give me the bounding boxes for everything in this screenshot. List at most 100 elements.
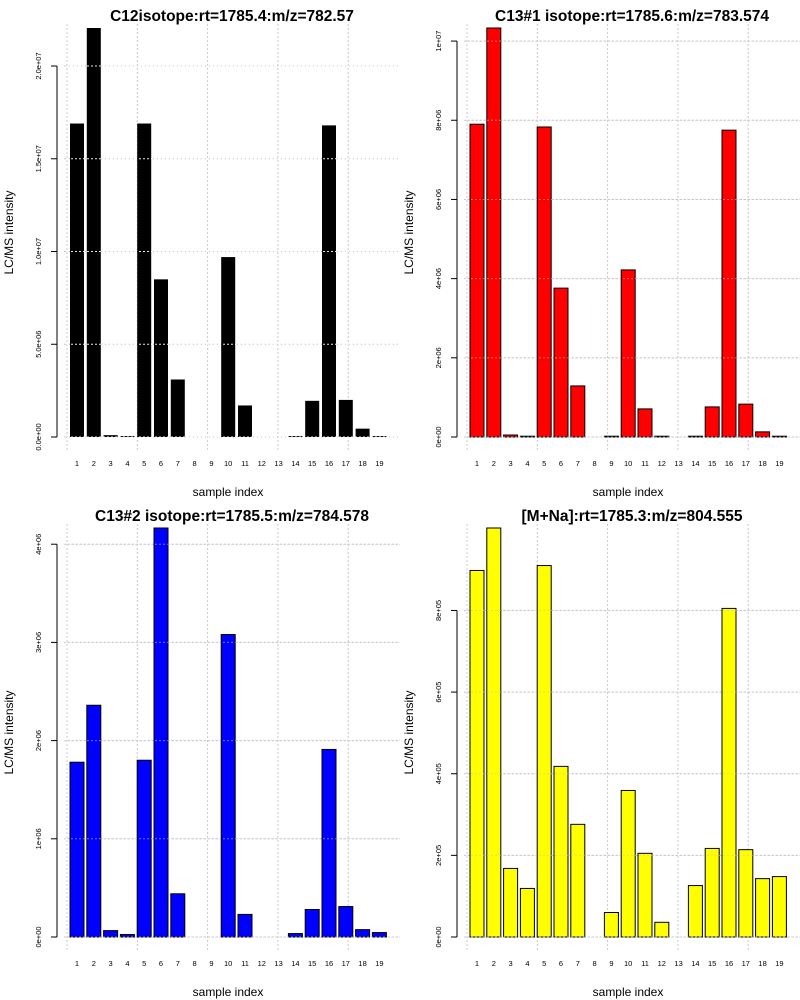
bar-sample-11: [237, 913, 253, 938]
x-tick-label: 14: [291, 959, 299, 968]
x-tick-label: 9: [209, 959, 213, 968]
chart-svg: 0.0e+005.0e+061.0e+071.5e+072.0e+071 2 3 4 5…: [2, 8, 400, 499]
chart-title: [M+Na]:rt=1785.3:m/z=804.555: [522, 508, 743, 525]
bar-sample-1: [469, 123, 485, 438]
x-tick-label: 8: [193, 459, 197, 468]
x-tick-label: 7: [176, 459, 180, 468]
y-tick-label: 0e+00: [434, 926, 443, 947]
y-tick-label: 2e+06: [34, 730, 43, 751]
bar-sample-16: [321, 748, 337, 938]
bar-sample-6: [553, 765, 569, 938]
x-tick-label: 8: [193, 959, 197, 968]
bar-sample-12: [654, 921, 670, 938]
bar-sample-2: [486, 27, 502, 438]
x-tick-label: 19: [775, 459, 783, 468]
y-axis-label: LC/MS intensity: [2, 690, 16, 774]
chart-title: C13#1 isotope:rt=1785.6:m/z=783.574: [495, 8, 769, 25]
x-tick-label: 12: [258, 459, 266, 468]
x-tick-label: 16: [325, 959, 333, 968]
bar-sample-4: [519, 887, 535, 938]
x-tick-label: 10: [224, 959, 232, 968]
x-tick-label: 12: [658, 459, 666, 468]
y-tick-label: 2e+05: [434, 845, 443, 866]
chart-panel-c13-2-isotope: 0e+00 1e+06 2e+06 3e+06 4e+06 1 2 3 4 5 6 7 8 9 10 11 12…: [0, 500, 400, 1000]
x-tick-label: 6: [159, 459, 163, 468]
y-axis-label: LC/MS intensity: [402, 690, 416, 774]
bar-sample-10: [220, 634, 236, 938]
x-tick-label: 1: [75, 959, 79, 968]
x-tick-label: 19: [375, 459, 383, 468]
y-tick-label: 4e+05: [434, 763, 443, 784]
y-tick-label: 3e+06: [34, 632, 43, 653]
x-tick-label: 5: [142, 459, 146, 468]
x-tick-label: 9: [209, 459, 213, 468]
y-tick-label: 8e+05: [434, 600, 443, 621]
x-tick-label: 10: [224, 459, 232, 468]
x-tick-label: 9: [609, 959, 613, 968]
x-tick-label: 11: [241, 459, 249, 468]
bar-sample-18: [355, 929, 371, 938]
x-tick-label: 10: [624, 959, 632, 968]
y-tick-label: 4e+06: [434, 268, 443, 289]
x-tick-label: 13: [674, 459, 682, 468]
bar-sample-18: [355, 428, 370, 437]
bar-sample-7: [170, 893, 186, 938]
x-tick-label: 14: [691, 459, 699, 468]
bar-sample-14: [687, 885, 703, 938]
bar-sample-15: [704, 406, 720, 438]
bar-sample-5: [536, 565, 552, 938]
chart-panel-m-na-adduct: 0e+00 2e+05 4e+05 6e+05 8e+05 1 2 3 4 5 6 7 8 9 10 11 12…: [400, 500, 800, 1000]
bar-sample-16: [322, 125, 336, 437]
x-tick-label: 13: [674, 959, 682, 968]
bar-sample-6: [154, 279, 168, 437]
x-axis-label: sample index: [193, 485, 264, 499]
x-tick-label: 6: [559, 459, 563, 468]
bar-sample-11: [637, 852, 653, 938]
bar-sample-17: [338, 399, 353, 437]
bar-sample-1: [70, 123, 84, 438]
bar-sample-5: [137, 123, 152, 438]
x-axis-label: sample index: [593, 985, 664, 999]
bar-sample-7: [570, 385, 586, 438]
bar-sample-18: [755, 431, 771, 438]
x-tick-label: 2: [492, 459, 496, 468]
x-axis-label: sample index: [193, 985, 264, 999]
x-tick-label: 1: [475, 459, 479, 468]
bar-sample-10: [221, 257, 236, 437]
x-tick-label: 16: [325, 459, 333, 468]
x-tick-label: 8: [593, 459, 597, 468]
x-tick-label: 8: [593, 959, 597, 968]
y-tick-label: 6e+06: [434, 189, 443, 210]
bar-sample-14: [287, 933, 303, 938]
x-tick-label: 17: [742, 959, 750, 968]
x-tick-label: 11: [241, 959, 249, 968]
y-tick-label: 0e+00: [34, 926, 43, 947]
x-tick-label: 2: [92, 459, 96, 468]
x-tick-label: 7: [176, 959, 180, 968]
bar-sample-16: [721, 129, 737, 438]
bar-series: [469, 527, 787, 938]
x-tick-label: 16: [725, 459, 733, 468]
x-tick-label: 12: [658, 959, 666, 968]
chart-panel-c12-isotope: 0.0e+00 5.0e+06 1.0e+07 1.5e+07 2.0e+07 1 2 3 4 5…: [0, 0, 400, 500]
x-tick-label: 11: [641, 459, 649, 468]
bar-sample-18: [755, 878, 771, 938]
bar-sample-15: [704, 847, 720, 938]
bar-sample-3: [103, 930, 119, 938]
y-tick-label: 1.0e+07: [34, 238, 43, 265]
bar-sample-17: [338, 906, 354, 938]
bar-sample-5: [536, 126, 552, 438]
y-tick-label: 2e+06: [434, 347, 443, 368]
bar-sample-15: [305, 400, 320, 437]
bar-sample-7: [570, 823, 586, 938]
bar-sample-5: [136, 759, 152, 938]
chart-title: C12isotope:rt=1785.4:m/z=782.57: [110, 8, 354, 25]
bar-sample-2: [86, 28, 101, 437]
x-tick-label: 14: [291, 459, 299, 468]
x-tick-label: 9: [609, 459, 613, 468]
bar-sample-3: [503, 434, 519, 438]
bar-sample-11: [637, 408, 653, 438]
